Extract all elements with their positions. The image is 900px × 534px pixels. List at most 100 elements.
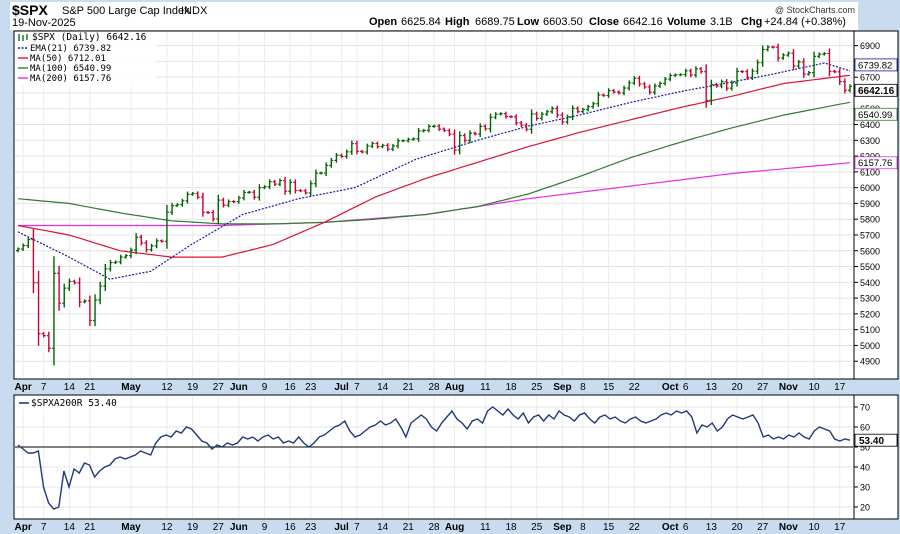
ohlc-bar [36, 270, 41, 346]
breadth-x-tick-label: 14 [377, 522, 389, 533]
price-x-tick-label: 14 [377, 382, 389, 393]
price-grid [15, 32, 853, 378]
price-tick-label: 5600 [860, 246, 880, 256]
breadth-x-tick-label: May [121, 522, 141, 533]
ohlc-bar [591, 101, 596, 109]
ohlc-bar [765, 45, 770, 52]
ohlc-bar [46, 331, 51, 353]
ohlc-bar [776, 43, 781, 62]
ohlc-bar [709, 79, 714, 106]
ohlc-bar [185, 191, 190, 204]
ohlc-bar [288, 179, 293, 195]
ohlc-bar [283, 176, 288, 195]
ohlc-bar [154, 238, 159, 249]
ohlc-bar [842, 78, 847, 94]
ohlc-bar [529, 109, 534, 134]
ohlc-bar [812, 51, 817, 78]
price-tick-label: 5300 [860, 294, 880, 304]
price-tick-label: 6000 [860, 183, 880, 193]
breadth-x-tick-label: 9 [262, 522, 268, 533]
ohlc-bar [200, 192, 205, 217]
ohlc-bar [41, 332, 46, 338]
price-x-tick-label: Jun [230, 382, 248, 393]
breadth-x-tick-label: Nov [779, 522, 798, 533]
price-label-boxes: 6739.82 6642.16 6540.99 6157.76 [854, 58, 898, 170]
price-x-tick-label: 20 [731, 382, 743, 393]
breadth-x-tick-label: 25 [531, 522, 543, 533]
ohlc-bar [647, 84, 652, 95]
price-x-tick-label: Aug [445, 382, 464, 393]
ohlc-bar [334, 152, 339, 163]
ohlc-bar [370, 141, 375, 149]
ohlc-bar [442, 127, 447, 133]
ohlc-bar [699, 66, 704, 74]
breadth-legend: $SPXA200R 53.40 [16, 397, 117, 409]
breadth-x-tick-label: 27 [213, 522, 225, 533]
price-tick-label: 6400 [860, 120, 880, 130]
breadth-legend-label: $SPXA200R 53.40 [31, 398, 117, 409]
breadth-x-tick-label: 19 [187, 522, 199, 533]
price-box-ma200 [854, 156, 898, 170]
ohlc-bar [411, 137, 416, 141]
ohlc-bar [452, 129, 457, 155]
price-x-tick-label: 17 [834, 382, 846, 393]
ohlc-bar [360, 149, 365, 154]
price-tick-label: 5400 [860, 278, 880, 288]
breadth-tick-label: 60 [860, 423, 870, 433]
ohlc-bar [663, 76, 668, 86]
breadth-tick-label: 70 [860, 403, 870, 413]
breadth-tick-label: 30 [860, 483, 870, 493]
ohlc-bar [688, 68, 693, 78]
ohlc-bar [704, 64, 709, 108]
ohlc-bar [339, 153, 344, 158]
price-x-tick-label: Oct [662, 382, 679, 393]
ohlc-bar [298, 189, 303, 193]
ohlc-bar [837, 68, 842, 85]
ohlc-bar [175, 203, 180, 208]
ohlc-bar [509, 115, 514, 119]
ohlc-bar [195, 191, 200, 200]
legend-ma200: MA(200) 6157.76 [30, 74, 111, 84]
ohlc-bar [98, 281, 103, 305]
breadth-x-tick-label: 21 [403, 522, 415, 533]
price-x-tick-label: 27 [757, 382, 769, 393]
ohlc-bar [303, 189, 308, 195]
ohlc-bar [231, 200, 236, 204]
high-label: High [445, 16, 470, 28]
price-tick-label: 5100 [860, 325, 880, 335]
chart-date: 19-Nov-2025 [12, 17, 76, 29]
price-box-ema21 [854, 58, 898, 72]
price-tick-label: 5200 [860, 309, 880, 319]
ohlc-bar [683, 68, 688, 77]
breadth-x-tick-label: 15 [603, 522, 615, 533]
ohlc-bar [380, 143, 385, 149]
price-x-tick-label: May [121, 382, 141, 393]
price-x-tick-label: 12 [161, 382, 173, 393]
ohlc-bar [575, 106, 580, 114]
ohlc-bar [627, 80, 632, 91]
ohlc-bar [390, 143, 395, 152]
price-box-label-close: 6642.16 [858, 86, 895, 97]
ohlc-bar [103, 263, 108, 292]
price-tick-label: 5500 [860, 262, 880, 272]
ohlc-bar [478, 123, 483, 137]
ohlc-bar [93, 294, 98, 327]
breadth-axis-strip [853, 394, 899, 520]
ohlc-bar [170, 202, 175, 215]
price-tick-label: 4900 [860, 357, 880, 367]
ohlc-bar [123, 254, 128, 259]
legend-price-marker [18, 34, 28, 41]
ohlc-bar [642, 82, 647, 89]
breadth-x-tick-label: 21 [84, 522, 96, 533]
ohlc-bar [745, 69, 750, 80]
ohlc-bar [159, 239, 164, 243]
ohlc-bar [226, 199, 231, 208]
breadth-x-tick-label: Aug [445, 522, 464, 533]
ohlc-bar [164, 204, 169, 249]
ohlc-bar [72, 279, 77, 285]
close-value: 6642.16 [623, 16, 663, 28]
breadth-x-tick-label: Jun [230, 522, 248, 533]
breadth-x-tick-label: 18 [505, 522, 517, 533]
legend-price: $SPX (Daily) 6642.16 [32, 32, 147, 43]
